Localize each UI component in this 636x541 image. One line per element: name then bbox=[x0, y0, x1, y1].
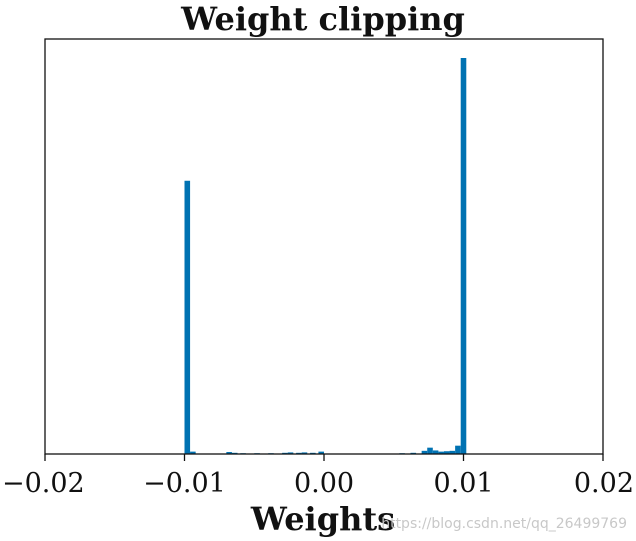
histogram-bar bbox=[432, 450, 439, 454]
plot-area-frame bbox=[44, 38, 604, 455]
watermark-text: https://blog.csdn.net/qq_26499769 bbox=[381, 516, 627, 532]
histogram-bar bbox=[438, 451, 444, 454]
chart-title: Weight clipping bbox=[180, 0, 465, 38]
histogram-bar bbox=[287, 452, 294, 454]
histogram-bar bbox=[190, 451, 196, 454]
histogram-bar bbox=[184, 180, 191, 454]
histogram-bar bbox=[443, 451, 450, 454]
histogram-bar bbox=[421, 450, 428, 454]
histogram-bar bbox=[427, 447, 433, 454]
x-tick-label: 0.01 bbox=[433, 468, 493, 499]
x-tick-label: −0.01 bbox=[143, 468, 226, 499]
histogram-bar bbox=[301, 452, 308, 454]
x-tick-label: 0.00 bbox=[294, 468, 354, 499]
histogram-bar bbox=[455, 445, 461, 454]
histogram-bar bbox=[226, 452, 232, 454]
x-axis-ticks: −0.02 −0.01 0.00 0.01 0.02 bbox=[2, 454, 634, 499]
histogram-bar bbox=[449, 450, 456, 454]
x-tick-label: 0.02 bbox=[574, 468, 634, 499]
histogram-bars bbox=[184, 58, 467, 455]
histogram-bar bbox=[318, 451, 324, 454]
x-tick-label: −0.02 bbox=[2, 468, 85, 499]
histogram-bar bbox=[460, 58, 467, 454]
x-axis-label: Weights bbox=[250, 500, 395, 538]
